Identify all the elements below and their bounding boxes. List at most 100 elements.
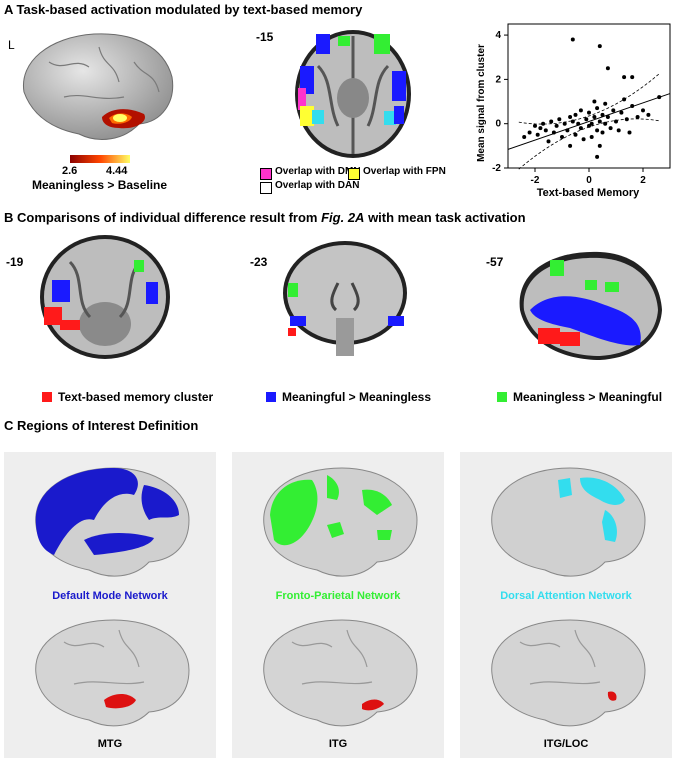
scatter-point (557, 117, 562, 122)
scatter-point (597, 143, 602, 148)
section-a-title: A Task-based activation modulated by tex… (4, 2, 363, 17)
scatter-point (568, 115, 573, 120)
overlap-fpn-label: Overlap with FPN (363, 166, 446, 177)
roi-panel-dan: Dorsal Attention Network ITG/LOC (460, 452, 672, 758)
y-tick-label: 2 (495, 74, 501, 85)
legend-green-swatch (497, 392, 507, 402)
fit-line (507, 93, 671, 150)
scatter-point (603, 121, 608, 126)
scatter-point (605, 115, 610, 120)
scatter-point (622, 75, 627, 80)
scatter-point (570, 119, 575, 124)
slice-label-b3: -57 (486, 255, 504, 269)
scatter-point (522, 134, 527, 139)
scatter-point (619, 110, 624, 115)
scatter-point (578, 126, 583, 131)
scatter-point (611, 108, 616, 113)
y-axis-label: Mean signal from cluster (476, 44, 487, 162)
coronal-slice-b (278, 238, 413, 360)
network-label-dan: Dorsal Attention Network (500, 590, 632, 602)
scatter-point (622, 97, 627, 102)
x-axis-label: Text-based Memory (537, 187, 640, 199)
roi-label-itg-loc: ITG/LOC (543, 738, 589, 750)
scatter-point (581, 137, 586, 142)
axial-slice-a (288, 26, 418, 161)
scatter-point (624, 117, 629, 122)
scatter-point (600, 112, 605, 117)
scatter-point (595, 154, 600, 159)
overlap-fpn-swatch (348, 168, 360, 180)
overlap-dmn-label: Overlap with DMN (275, 166, 361, 177)
network-label-fpn: Fronto-Parietal Network (275, 590, 401, 602)
scatter-point (533, 123, 537, 128)
scatter-point (600, 130, 605, 135)
overlap-dan-label: Overlap with DAN (275, 180, 360, 191)
slice-label-b2: -23 (250, 255, 268, 269)
scatter-point (587, 123, 591, 128)
overlap-dan-swatch (260, 182, 272, 194)
scatter-point (565, 128, 570, 133)
hemisphere-label: L (8, 38, 15, 52)
scatter-point (595, 128, 600, 133)
colorbar-caption: Meaningless > Baseline (32, 178, 168, 192)
scatter-point (543, 128, 548, 133)
x-tick-label: 2 (640, 175, 646, 186)
scatter-point (614, 119, 618, 124)
scatter-point (630, 103, 635, 108)
scatter-point (592, 99, 597, 104)
scatter-point (616, 128, 621, 133)
scatter-chart: Mean signal from cluster Text-based Memo… (470, 18, 680, 203)
scatter-point (597, 119, 602, 124)
scatter-point (630, 75, 635, 80)
scatter-point (603, 101, 608, 106)
plot-frame (507, 23, 671, 169)
scatter-point (576, 121, 581, 126)
scatter-point (657, 95, 662, 100)
axial-slice-b (30, 232, 180, 362)
scatter-point (635, 115, 640, 120)
roi-label-mtg: MTG (97, 738, 123, 750)
roi-panel-dmn: Default Mode Network MTG (4, 452, 216, 758)
x-tick-label: -2 (531, 175, 540, 186)
scatter-point (627, 130, 632, 135)
scatter-point (541, 121, 546, 126)
legend-red-label: Text-based memory cluster (58, 390, 214, 404)
scatter-point (551, 130, 556, 135)
scatter-point (578, 108, 583, 113)
legend-red-swatch (42, 392, 52, 402)
colorbar-max: 4.44 (106, 165, 128, 177)
scatter-point (527, 130, 532, 135)
network-label-dmn: Default Mode Network (52, 590, 168, 602)
section-b-title-figref: Fig. 2A (321, 210, 365, 225)
colorbar (70, 155, 130, 163)
scatter-point (595, 106, 600, 111)
scatter-point (589, 121, 594, 126)
section-b-title-suffix: with mean task activation (364, 210, 526, 225)
scatter-point (573, 112, 578, 117)
scatter-point (597, 44, 602, 49)
scatter-point (535, 132, 540, 137)
scatter-point (560, 134, 564, 139)
scatter-point (538, 126, 543, 131)
scatter-point (549, 119, 554, 124)
legend-green-label: Meaningless > Meaningful (513, 390, 663, 404)
scatter-point (608, 126, 613, 131)
scatter-point (605, 66, 610, 71)
ci-upper (518, 73, 660, 125)
sagittal-slice-b (510, 240, 670, 370)
legend-blue-swatch (266, 392, 276, 402)
scatter-point (562, 121, 567, 126)
section-c-title: C Regions of Interest Definition (4, 418, 199, 433)
scatter-point (641, 108, 645, 113)
roi-panel-fpn: Fronto-Parietal Network ITG (232, 452, 444, 758)
x-tick-label: 0 (586, 175, 592, 186)
scatter-point (587, 110, 591, 115)
overlap-dmn-swatch (260, 168, 272, 180)
scatter-point (589, 134, 594, 139)
scatter-point (546, 139, 551, 144)
scatter-point (573, 132, 578, 137)
scatter-point (592, 115, 597, 120)
colorbar-min: 2.6 (62, 165, 78, 177)
lateral-brain-a (4, 22, 184, 152)
section-b-title: B Comparisons of individual difference r… (4, 210, 526, 225)
